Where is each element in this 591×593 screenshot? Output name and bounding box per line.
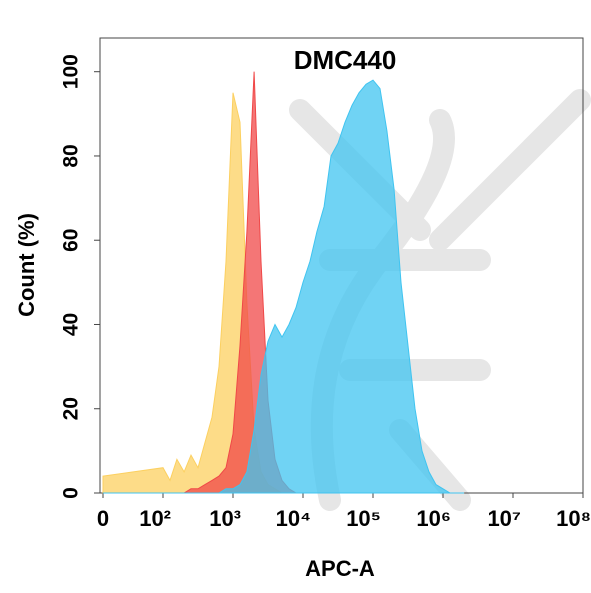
chart-title: DMC440	[294, 45, 397, 75]
y-tick-label: 60	[60, 229, 83, 252]
x-tick-label: 10⁵	[346, 506, 381, 531]
y-tick-label: 100	[60, 54, 83, 89]
x-tick-label: 10³	[209, 506, 241, 531]
x-tick-label: 10⁶	[416, 506, 451, 531]
x-axis-label: APC-A	[305, 556, 375, 581]
x-tick-label: 0	[97, 506, 109, 531]
x-tick-label: 10²	[139, 506, 171, 531]
x-tick-label: 10⁷	[487, 506, 521, 531]
y-tick-label: 20	[60, 397, 83, 420]
x-tick-label: 10⁸	[556, 506, 591, 531]
y-tick-label: 40	[60, 313, 83, 336]
y-tick-label: 0	[60, 487, 83, 499]
x-tick-label: 10⁴	[276, 506, 311, 531]
y-axis-label: Count (%)	[14, 213, 39, 317]
y-tick-label: 80	[60, 144, 83, 167]
histogram-area	[103, 79, 465, 494]
